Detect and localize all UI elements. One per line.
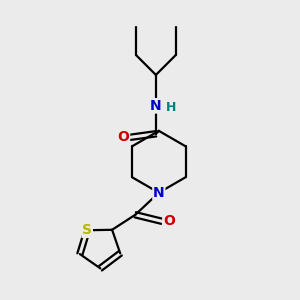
Text: O: O — [118, 130, 129, 144]
Text: H: H — [166, 101, 176, 114]
Text: S: S — [82, 223, 92, 237]
Text: N: N — [150, 99, 162, 113]
Text: O: O — [163, 214, 175, 228]
Text: N: N — [153, 186, 165, 200]
